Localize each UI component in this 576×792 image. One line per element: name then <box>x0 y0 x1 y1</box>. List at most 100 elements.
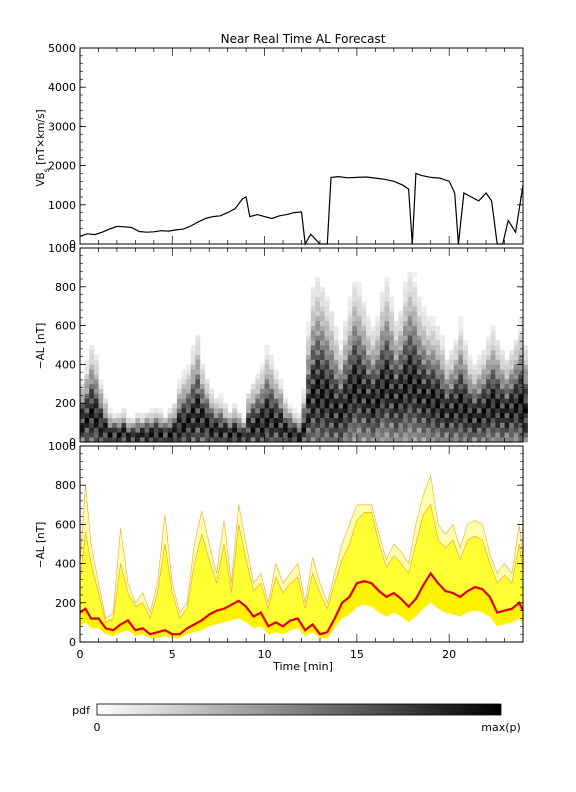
heatmap-cell <box>223 417 228 423</box>
heatmap-cell <box>190 437 196 443</box>
heatmap-cell <box>472 378 478 385</box>
heatmap-cell <box>375 335 381 341</box>
heatmap-cell <box>319 408 325 414</box>
heatmap-cell <box>379 408 385 414</box>
heatmap-cell <box>181 374 187 380</box>
heatmap-cell <box>199 427 205 433</box>
heatmap-cell <box>416 306 422 312</box>
heatmap-cell <box>370 340 376 346</box>
heatmap-cell <box>366 432 372 438</box>
heatmap-cell <box>333 393 339 399</box>
heatmap-cell <box>107 432 113 438</box>
heatmap-cell <box>463 417 468 423</box>
heatmap-cell <box>199 437 205 443</box>
heatmap-cell <box>338 354 344 360</box>
chart-title: Near Real Time AL Forecast <box>221 32 386 46</box>
heatmap-cell <box>190 359 196 365</box>
heatmap-cell <box>269 417 275 423</box>
heatmap-cell <box>444 417 450 423</box>
heatmap-cell <box>209 432 215 438</box>
heatmap-cell <box>499 427 505 433</box>
heatmap-cell <box>366 349 372 355</box>
heatmap-cell <box>379 340 385 346</box>
heatmap-cell <box>403 330 408 336</box>
heatmap-cell <box>499 383 505 389</box>
heatmap-cell <box>467 378 473 385</box>
heatmap-cell <box>398 320 404 326</box>
heatmap-cell <box>329 311 335 317</box>
heatmap-cell <box>361 412 367 419</box>
heatmap-cell <box>195 345 201 351</box>
heatmap-cell <box>430 422 436 428</box>
heatmap-cell <box>412 340 418 346</box>
heatmap-cell <box>393 349 399 355</box>
heatmap-cell <box>269 383 275 389</box>
heatmap-cell <box>352 398 358 404</box>
heatmap-cell <box>439 374 445 380</box>
heatmap-cell <box>80 398 85 404</box>
heatmap-cell <box>467 427 473 433</box>
heatmap-cell <box>301 432 307 438</box>
heatmap-cell <box>84 398 90 404</box>
heatmap-cell <box>250 427 256 433</box>
heatmap-cell <box>287 437 293 443</box>
heatmap-cell <box>370 427 376 433</box>
heatmap-cell <box>495 364 501 370</box>
heatmap-cell <box>389 427 395 433</box>
heatmap-cell <box>269 378 275 385</box>
heatmap-cell <box>504 417 510 423</box>
heatmap-cell <box>195 359 201 365</box>
heatmap-cell <box>375 369 381 375</box>
heatmap-cell <box>269 354 275 360</box>
heatmap-cell <box>287 417 293 423</box>
heatmap-cell <box>190 393 196 399</box>
heatmap-cell <box>278 383 284 389</box>
heatmap-cell <box>361 311 367 317</box>
heatmap-cell <box>80 408 85 414</box>
heatmap-cell <box>518 354 524 360</box>
heatmap-cell <box>144 412 150 419</box>
heatmap-cell <box>195 369 201 375</box>
heatmap-cell <box>181 408 187 414</box>
heatmap-cell <box>361 427 367 433</box>
heatmap-cell <box>139 432 145 438</box>
heatmap-cell <box>278 437 284 443</box>
heatmap-cell <box>352 403 358 409</box>
heatmap-cell <box>458 412 464 419</box>
heatmap-cell <box>481 403 487 409</box>
heatmap-cell <box>504 437 510 443</box>
heatmap-cell <box>486 437 491 443</box>
heatmap-cell <box>393 369 399 375</box>
heatmap-cell <box>121 408 127 414</box>
heatmap-cell <box>195 422 201 428</box>
heatmap-cell <box>407 286 413 292</box>
heatmap-cell <box>190 403 196 409</box>
heatmap-cell <box>269 432 275 438</box>
heatmap-cell <box>283 432 288 438</box>
heatmap-cell <box>435 359 441 365</box>
heatmap-cell <box>495 437 501 443</box>
heatmap-cell <box>195 427 201 433</box>
heatmap-cell <box>407 432 413 438</box>
heatmap-cell <box>407 417 413 423</box>
heatmap-cell <box>333 378 339 385</box>
heatmap-cell <box>518 427 524 433</box>
y-tick-label: 400 <box>55 558 76 571</box>
heatmap-cell <box>389 364 395 370</box>
heatmap-cell <box>167 417 173 423</box>
heatmap-cell <box>403 374 408 380</box>
heatmap-cell <box>416 437 422 443</box>
heatmap-cell <box>384 383 390 389</box>
heatmap-cell <box>499 422 505 428</box>
heatmap-cell <box>319 315 325 322</box>
heatmap-cell <box>283 398 288 404</box>
heatmap-cell <box>255 393 261 399</box>
heatmap-cell <box>333 335 339 341</box>
heatmap-cell <box>352 408 358 414</box>
heatmap-cell <box>486 403 491 409</box>
heatmap-cell <box>453 374 459 380</box>
heatmap-cell <box>204 398 210 404</box>
heatmap-cell <box>435 388 441 394</box>
heatmap-cell <box>329 388 335 394</box>
heatmap-cell <box>112 437 118 443</box>
